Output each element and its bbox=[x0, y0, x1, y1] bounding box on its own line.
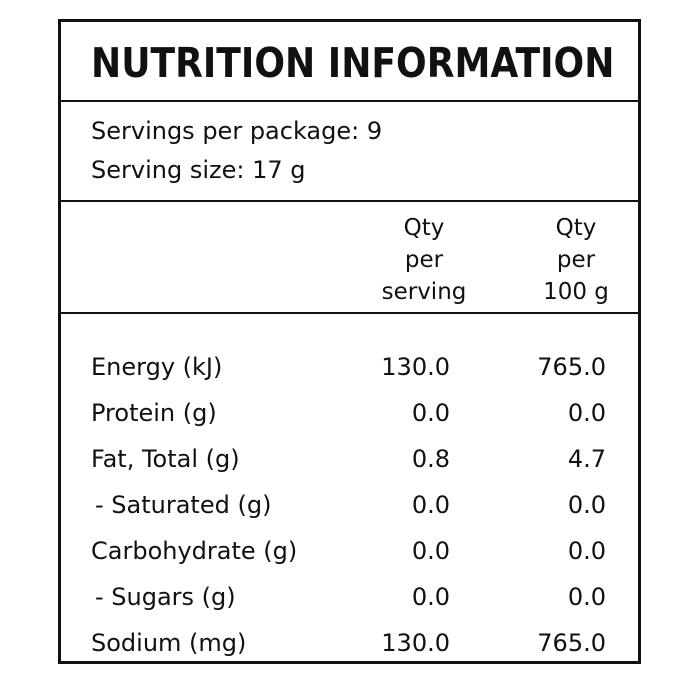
nutrient-label: - Sugars (g) bbox=[95, 583, 236, 611]
nutrient-label: Carbohydrate (g) bbox=[91, 537, 298, 565]
column-header-per-serving: Qty per serving bbox=[369, 212, 479, 308]
table-row: Energy (kJ) 130.0 765.0 bbox=[61, 344, 638, 390]
column-header-line: Qty bbox=[555, 215, 597, 241]
value-per-100g: 765.0 bbox=[537, 629, 606, 657]
value-per-100g: 0.0 bbox=[567, 537, 606, 565]
value-per-serving: 0.0 bbox=[411, 399, 450, 427]
column-header-line: Qty bbox=[403, 215, 445, 241]
table-row: Fat, Total (g) 0.8 4.7 bbox=[61, 436, 638, 482]
column-header-per-100g: Qty per 100 g bbox=[531, 212, 621, 308]
panel-title: NUTRITION INFORMATION bbox=[91, 39, 615, 87]
value-per-serving: 130.0 bbox=[381, 353, 450, 381]
column-header-line: serving bbox=[381, 279, 467, 305]
value-per-100g: 0.0 bbox=[567, 399, 606, 427]
value-per-serving: 0.0 bbox=[411, 491, 450, 519]
value-per-100g: 0.0 bbox=[567, 583, 606, 611]
nutrient-label: Sodium (mg) bbox=[91, 629, 247, 657]
nutrition-panel: NUTRITION INFORMATION Servings per packa… bbox=[58, 19, 641, 664]
value-per-serving: 0.0 bbox=[411, 537, 450, 565]
table-row: Carbohydrate (g) 0.0 0.0 bbox=[61, 528, 638, 574]
value-per-100g: 765.0 bbox=[537, 353, 606, 381]
value-per-100g: 0.0 bbox=[567, 491, 606, 519]
title-row: NUTRITION INFORMATION bbox=[61, 22, 638, 102]
table-row: Protein (g) 0.0 0.0 bbox=[61, 390, 638, 436]
value-per-serving: 0.8 bbox=[411, 445, 450, 473]
value-per-serving: 0.0 bbox=[411, 583, 450, 611]
column-header-line: per bbox=[556, 247, 596, 273]
column-header-line: 100 g bbox=[543, 279, 609, 305]
serving-size: Serving size: 17 g bbox=[91, 156, 306, 184]
value-per-100g: 4.7 bbox=[567, 445, 606, 473]
table-row: Sodium (mg) 130.0 765.0 bbox=[61, 620, 638, 666]
serving-info: Servings per package: 9 Serving size: 17… bbox=[61, 102, 638, 202]
nutrient-label: - Saturated (g) bbox=[95, 491, 272, 519]
column-header-line: per bbox=[404, 247, 444, 273]
table-row: - Saturated (g) 0.0 0.0 bbox=[61, 482, 638, 528]
value-per-serving: 130.0 bbox=[381, 629, 450, 657]
nutrient-label: Protein (g) bbox=[91, 399, 217, 427]
nutrient-label: Energy (kJ) bbox=[91, 353, 223, 381]
column-headers: Qty per serving Qty per 100 g bbox=[61, 202, 638, 314]
servings-per-package: Servings per package: 9 bbox=[91, 117, 383, 145]
table-row: - Sugars (g) 0.0 0.0 bbox=[61, 574, 638, 620]
nutrient-label: Fat, Total (g) bbox=[91, 445, 240, 473]
